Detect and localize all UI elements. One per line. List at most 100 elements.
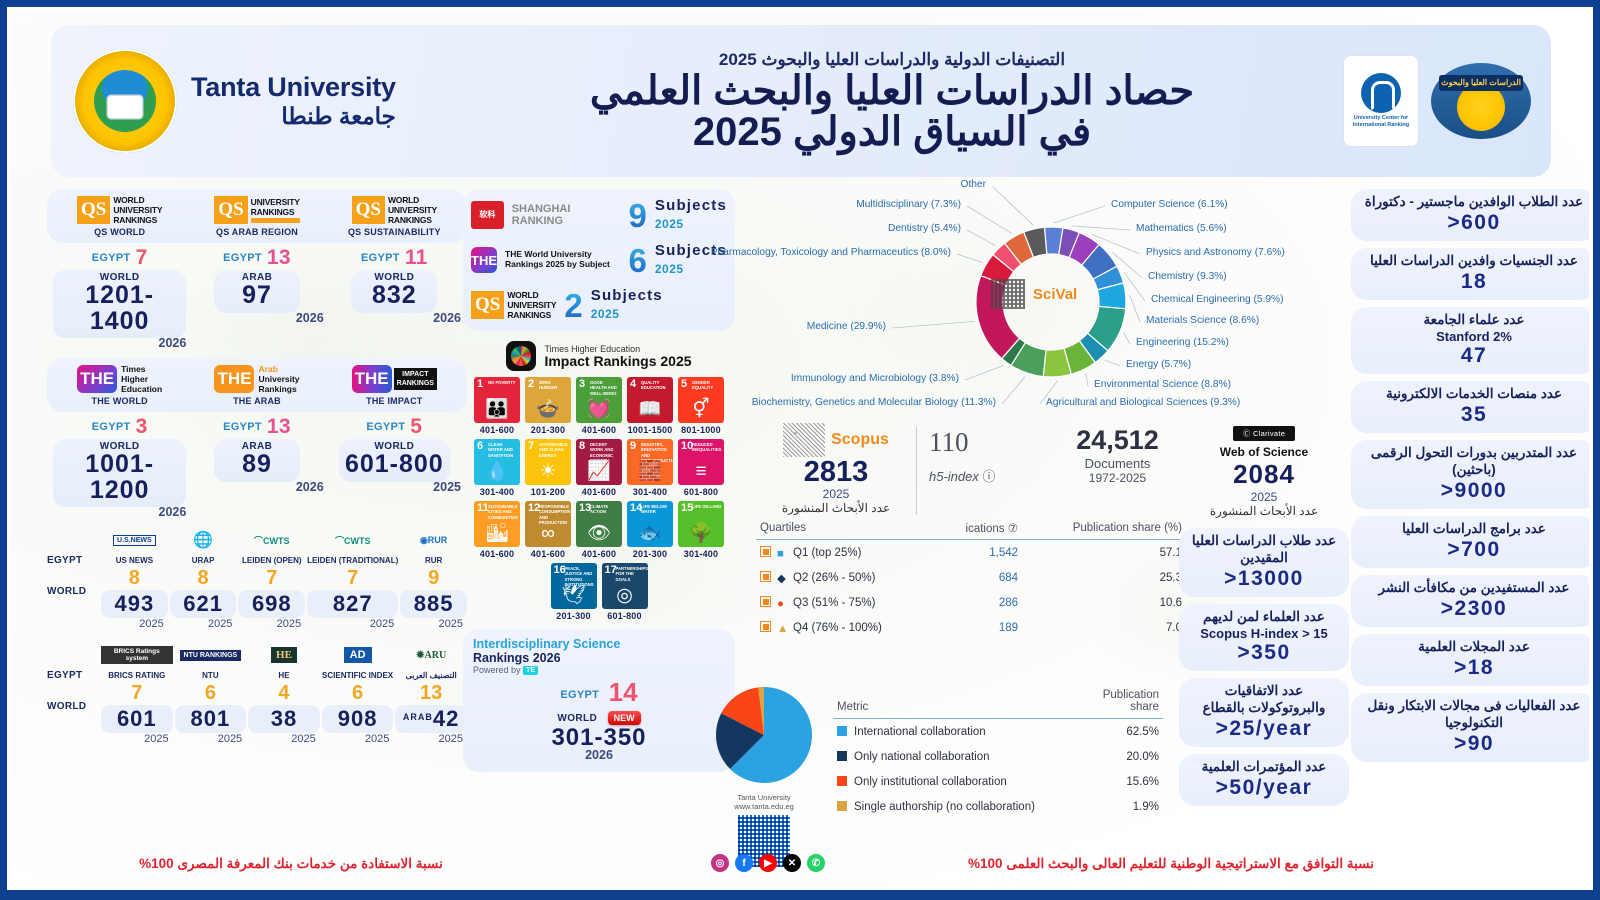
urap-world-rank: 621 [169,590,237,618]
pie-slice-0 [730,687,812,783]
grid2-world-label: WORLD [47,701,87,712]
the-world-scope: WORLD [99,441,140,452]
sdg-number-9: 9 [630,440,637,452]
whatsapp-icon[interactable]: ✆ [807,854,825,872]
sdg-glyph-1-icon: 👪 [485,399,509,420]
youtube-icon[interactable]: ▶ [759,854,777,872]
the-impact-caption: THE IMPACT [366,396,423,406]
donut-leader-16 [992,187,1034,226]
wos-ar-caption: عدد الأبحاث المنشورة [1209,504,1319,518]
the-subject-year: 2025 [654,262,684,276]
sdg-goal-4: 4 QUALITY EDUCATION 📖 1001-1500 [627,377,673,435]
subject-row-the: THE THE World University Rankings 2025 b… [471,242,727,278]
quartile-label-2: ● Q3 (51% - 75%) [756,590,937,615]
donut-label-2: Physics and Astronomy (7.6%) [1146,247,1285,258]
urap-egypt-rank: 8 [197,567,209,589]
sdg-wheel-icon [506,341,537,371]
stat2-card-0: عدد طلاب الدراسات العليا المقيدين >13000 [1179,528,1349,597]
quartile-count-3: 189 [998,621,1019,634]
quartile-count-1: 684 [998,571,1019,584]
info-icon[interactable]: ⓘ [982,469,996,484]
subject-area-donut-chart: SciVal Computer Science (6.1%) Mathematic… [711,179,1346,417]
donut-label-7: Energy (5.7%) [1126,359,1192,370]
sdg-title-10: REDUCED INEQUALITIES [692,442,722,453]
stat1-value-0: >600 [1447,210,1501,234]
help-icon[interactable]: ⑦ [1007,523,1019,536]
scopus-divider [916,427,917,516]
interdisciplinary-scope: WORLD [557,713,598,724]
donut-label-10: Biochemistry, Genetics and Molecular Bio… [751,397,996,408]
instagram-icon[interactable]: ◎ [711,854,729,872]
qs-sustain-egypt-label: EGYPT [361,252,400,264]
the-world-logo-cell: THE Times Higher Education THE WORLD [53,364,186,406]
qr-caption-2: www.tanta.edu.eg [734,802,794,812]
sdg-number-11: 11 [477,502,489,514]
qs-arab-egypt-label: EGYPT [223,252,262,264]
qs-world-scope: WORLD [99,272,140,283]
quartile-swatch-1-icon [760,571,771,583]
sdg-rank-4: 1001-1500 [627,425,673,435]
brics-logo-icon: BRICS Ratings system [101,642,173,668]
the-arab-values: EGYPT 13 ARAB 89 2026 [190,415,324,519]
sdg-title-16: PEACE, JUSTICE AND STRONG INSTITUTIONS [564,566,594,587]
wos-year: 2025 [1250,490,1278,504]
facebook-icon[interactable]: f [735,854,753,872]
footer-left-note: نسبة الاستفادة من خدمات بنك المعرفة المص… [139,856,443,871]
collab-label-3: Single authorship (no collaboration) [833,794,1085,819]
donut-leader-15 [966,205,1012,234]
grid1-egypt-label: EGYPT [47,555,83,566]
sdg-goals-grid: 1 NO POVERTY 👪 401-600 2 ZERO HUNGER 🍲 201-300 3… [463,377,735,621]
sdg-tile-9: 9 INDUSTRY, INNOVATION AND INFRASTRUCTURE… [627,439,673,485]
sdg-glyph-3-icon: 💓 [587,399,611,420]
stat1-title-8: عدد الفعاليات فى مجالات الابتكار ونقل ال… [1367,698,1581,730]
scopus-year: 2025 [822,487,850,502]
donut-label-15: Multidisciplinary (7.3%) [856,199,961,210]
leiden-traditional-year: 2025 [369,618,395,630]
documents-count: 24,512 [1076,425,1159,455]
qs-world-egypt-rank: 7 [135,246,148,269]
the-impact-scope: WORLD [374,441,415,452]
interdisciplinary-egypt-rank: 14 [608,677,638,707]
donut-label-14: Dentistry (5.4%) [887,223,961,234]
sdg-glyph-10-icon: ≡ [695,461,707,482]
sdg-tile-6: 6 CLEAN WATER AND SANITATION 💧 [474,439,520,485]
shanghai-ranking-logo-icon: 软科 [471,201,504,229]
sdg-title-15: LIFE ON LAND [692,504,722,509]
leiden-traditional-egypt-rank: 7 [347,567,359,589]
donut-label-12: Medicine (29.9%) [806,321,886,332]
sdg-glyph-2-icon: 🍲 [536,399,560,420]
scopus-tree-icon [783,423,826,457]
the-arab-logo-cell: THE Arab University Rankings THE ARAB [190,364,323,406]
sdg-number-10: 10 [681,440,694,452]
sdg-rank-14: 201-300 [632,549,668,559]
stat1-title-4: عدد المتدربين بدورات التحول الرقمى (باحث… [1370,445,1578,477]
us-news-logo-icon: U.S.NEWS [101,527,168,553]
sdg-title-12: RESPONSIBLE CONSUMPTION AND PRODUCTION [539,504,571,525]
interdisciplinary-title1: Interdisciplinary Science [473,637,621,651]
stat2-en-1: Scopus H-index > 15 [1200,625,1328,641]
leiden-open-world-rank: 698 [238,590,306,618]
sdg-glyph-4-icon: 📖 [638,399,662,420]
sdg-tile-3: 3 GOOD HEALTH AND WELL-BEING 💓 [576,377,622,423]
ntu-logo-icon: NTU RANKINGS [175,642,247,668]
stat1-card-0: عدد الطلاب الوافدين ماجستير - دكتوراة >60… [1351,189,1589,242]
x-icon[interactable]: ✕ [783,854,801,872]
pie-slice-2 [721,687,764,735]
international-ranking-center-icon: University Center for International Rank… [1343,55,1419,147]
qs-world-egypt-label: EGYPT [91,252,131,264]
donut-leader-10 [1001,376,1026,405]
quartile-shape-3-icon: ▲ [777,623,789,636]
urap-caption: URAP [191,556,215,565]
donut-svg [891,187,1146,405]
scopus-metrics-panel: Scopus 2813 2025 عدد الأبحاث المنشورة 11… [756,423,1186,640]
donut-leader-11 [964,365,1005,381]
quartile-row: ● Q3 (51% - 75%) 286 10.6 [756,590,1186,615]
collaboration-pie-svg [716,687,812,783]
subject-rankings-card: 软科 SHANGHAI RANKING 9 Subjects 2025 THE … [463,189,735,331]
h5-index-label: h5-index [929,469,979,484]
stat1-value-1: 18 [1460,269,1488,293]
share-col-header: Publication share (%) [1022,519,1186,541]
aru-year: 2025 [438,733,463,745]
quartile-share-3: 7.0 [1166,621,1182,634]
